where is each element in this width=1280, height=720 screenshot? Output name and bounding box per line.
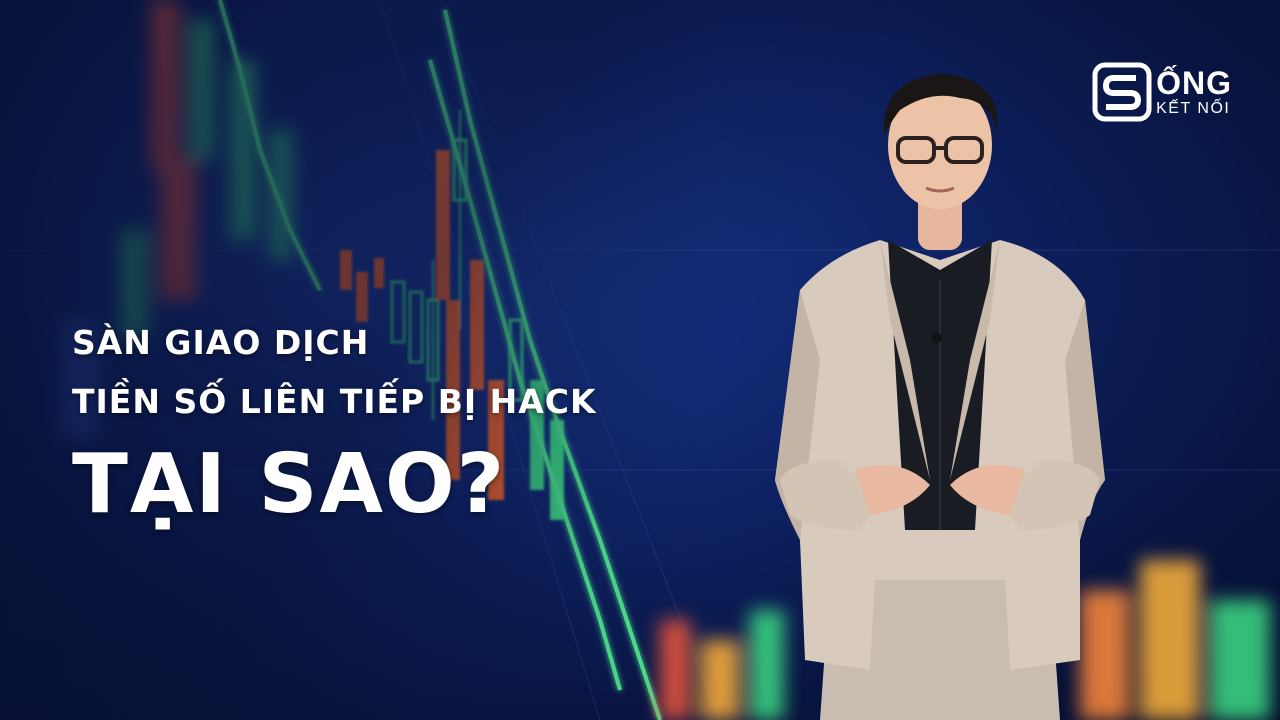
headline-line-1: SÀN GIAO DỊCH xyxy=(72,323,370,362)
glasses xyxy=(896,136,984,164)
headline-main: TẠI SAO? xyxy=(72,437,507,532)
presenter-figure xyxy=(775,74,1105,720)
head xyxy=(888,81,992,209)
logo-subtitle: KẾT NỐI xyxy=(1156,100,1231,117)
trousers xyxy=(820,580,1060,720)
hair xyxy=(883,74,999,135)
headline: SÀN GIAO DỊCH TIỀN SỐ LIÊN TIẾP BỊ HACK … xyxy=(72,326,597,526)
s-logo-icon xyxy=(1092,62,1152,122)
channel-logo: ỐNG KẾT NỐI xyxy=(1092,62,1232,122)
headline-line-2: TIỀN SỐ LIÊN TIẾP BỊ HACK xyxy=(72,382,597,421)
hands xyxy=(855,465,930,515)
logo-word: ỐNG xyxy=(1156,65,1232,101)
